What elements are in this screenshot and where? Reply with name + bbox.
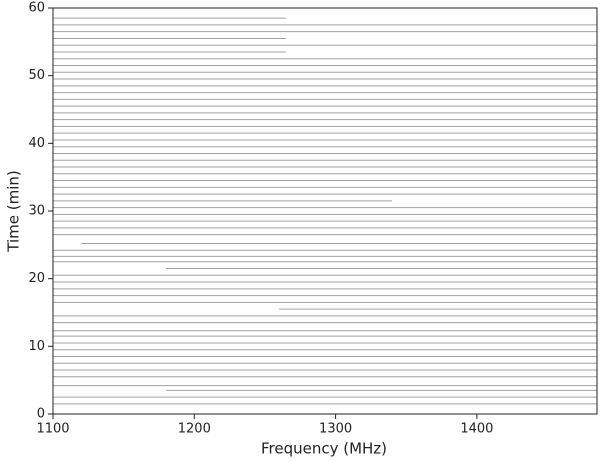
y-tick-label: 10 <box>28 339 45 354</box>
y-tick-label: 0 <box>37 407 45 422</box>
x-tick-label: 1200 <box>178 422 211 437</box>
y-tick-label: 60 <box>28 1 45 16</box>
x-tick-label: 1100 <box>36 422 69 437</box>
x-tick-label: 1400 <box>460 422 493 437</box>
plot-frame <box>52 7 598 415</box>
x-axis-label: Frequency (MHz) <box>261 440 387 458</box>
y-tick-label: 50 <box>28 68 45 83</box>
y-tick-label: 20 <box>28 271 45 286</box>
y-axis-label: Time (min) <box>5 170 23 252</box>
y-tick-label: 40 <box>28 136 45 151</box>
y-tick-label: 30 <box>28 204 45 219</box>
x-tick-label: 1300 <box>319 422 352 437</box>
